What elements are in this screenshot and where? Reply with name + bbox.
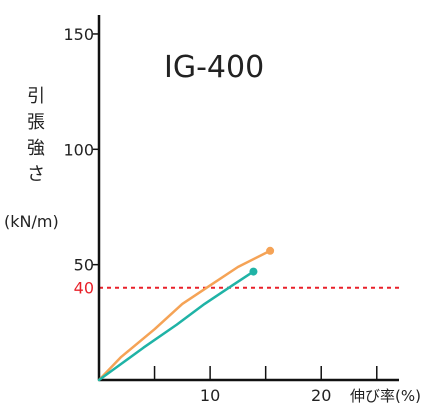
y-axis-label-char: さ [27,164,45,185]
y-axis-label-char: 強 [27,138,45,159]
y-tick-label: 150 [63,25,94,44]
chart-title: IG-400 [164,50,264,85]
series-end-point-0 [266,246,275,255]
y-axis-label-char: 引 [27,86,45,107]
threshold-label: 40 [74,279,94,298]
y-axis-label-char: 張 [27,112,45,133]
x-tick-label: 10 [200,386,220,405]
series-line-0 [97,249,272,382]
y-axis-unit: (kN/m) [4,212,59,231]
y-tick-label: 100 [63,140,94,159]
series-end-point-1 [249,267,258,276]
series-line-1 [97,270,255,382]
x-axis-label: 伸び率(%) [350,387,421,405]
y-axis-label: 引 張 強 さ [0,84,72,188]
y-tick-label: 50 [74,256,94,275]
x-tick-label: 20 [311,386,331,405]
